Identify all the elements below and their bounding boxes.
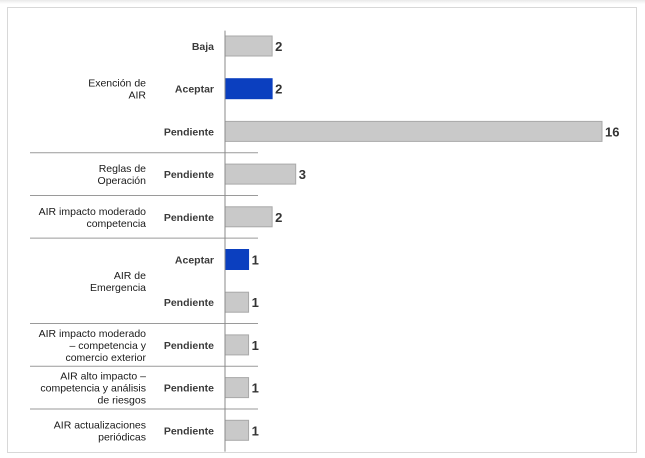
group-label: AIR actualizaciones periódicas xyxy=(54,419,146,443)
bar-aceptar-0-1 xyxy=(224,78,273,100)
bar-pendiente-3-1 xyxy=(224,291,250,313)
bar-pendiente-2-0 xyxy=(224,206,273,228)
value-label: 1 xyxy=(252,295,259,310)
bar-pendiente-6-0 xyxy=(224,419,250,441)
bar-pendiente-1-0 xyxy=(224,163,297,185)
value-label: 2 xyxy=(275,82,282,97)
category-label: Pendiente xyxy=(164,212,214,224)
top-shadow xyxy=(0,0,645,4)
group-label: AIR impacto moderado competencia xyxy=(39,206,147,230)
category-label: Pendiente xyxy=(164,169,214,181)
category-label: Aceptar xyxy=(175,84,214,96)
chart-frame xyxy=(7,7,637,453)
category-label: Pendiente xyxy=(164,126,214,138)
category-label: Baja xyxy=(192,41,214,53)
value-label: 1 xyxy=(252,253,259,268)
bar-pendiente-0-2 xyxy=(224,120,603,142)
group-label: Reglas de Operación xyxy=(98,163,147,187)
group-label: Exención de AIR xyxy=(88,78,146,102)
bar-pendiente-4-0 xyxy=(224,334,250,356)
category-label: Pendiente xyxy=(164,297,214,309)
value-label: 3 xyxy=(299,167,306,182)
bar-pendiente-5-0 xyxy=(224,377,250,399)
value-label: 2 xyxy=(275,39,282,54)
bar-baja-0-0 xyxy=(224,35,273,57)
category-label: Pendiente xyxy=(164,383,214,395)
value-label: 1 xyxy=(252,338,259,353)
value-label: 1 xyxy=(252,381,259,396)
bar-aceptar-3-0 xyxy=(224,249,250,270)
category-label: Pendiente xyxy=(164,340,214,352)
category-label: Aceptar xyxy=(175,255,214,267)
group-label: AIR de Emergencia xyxy=(90,270,146,294)
group-label: AIR impacto moderado – competencia y comer… xyxy=(39,328,147,364)
value-label: 16 xyxy=(605,124,619,139)
value-label: 1 xyxy=(252,423,259,438)
value-label: 2 xyxy=(275,210,282,225)
category-label: Pendiente xyxy=(164,425,214,437)
group-label: AIR alto impacto – competencia y análisis… xyxy=(40,371,146,407)
